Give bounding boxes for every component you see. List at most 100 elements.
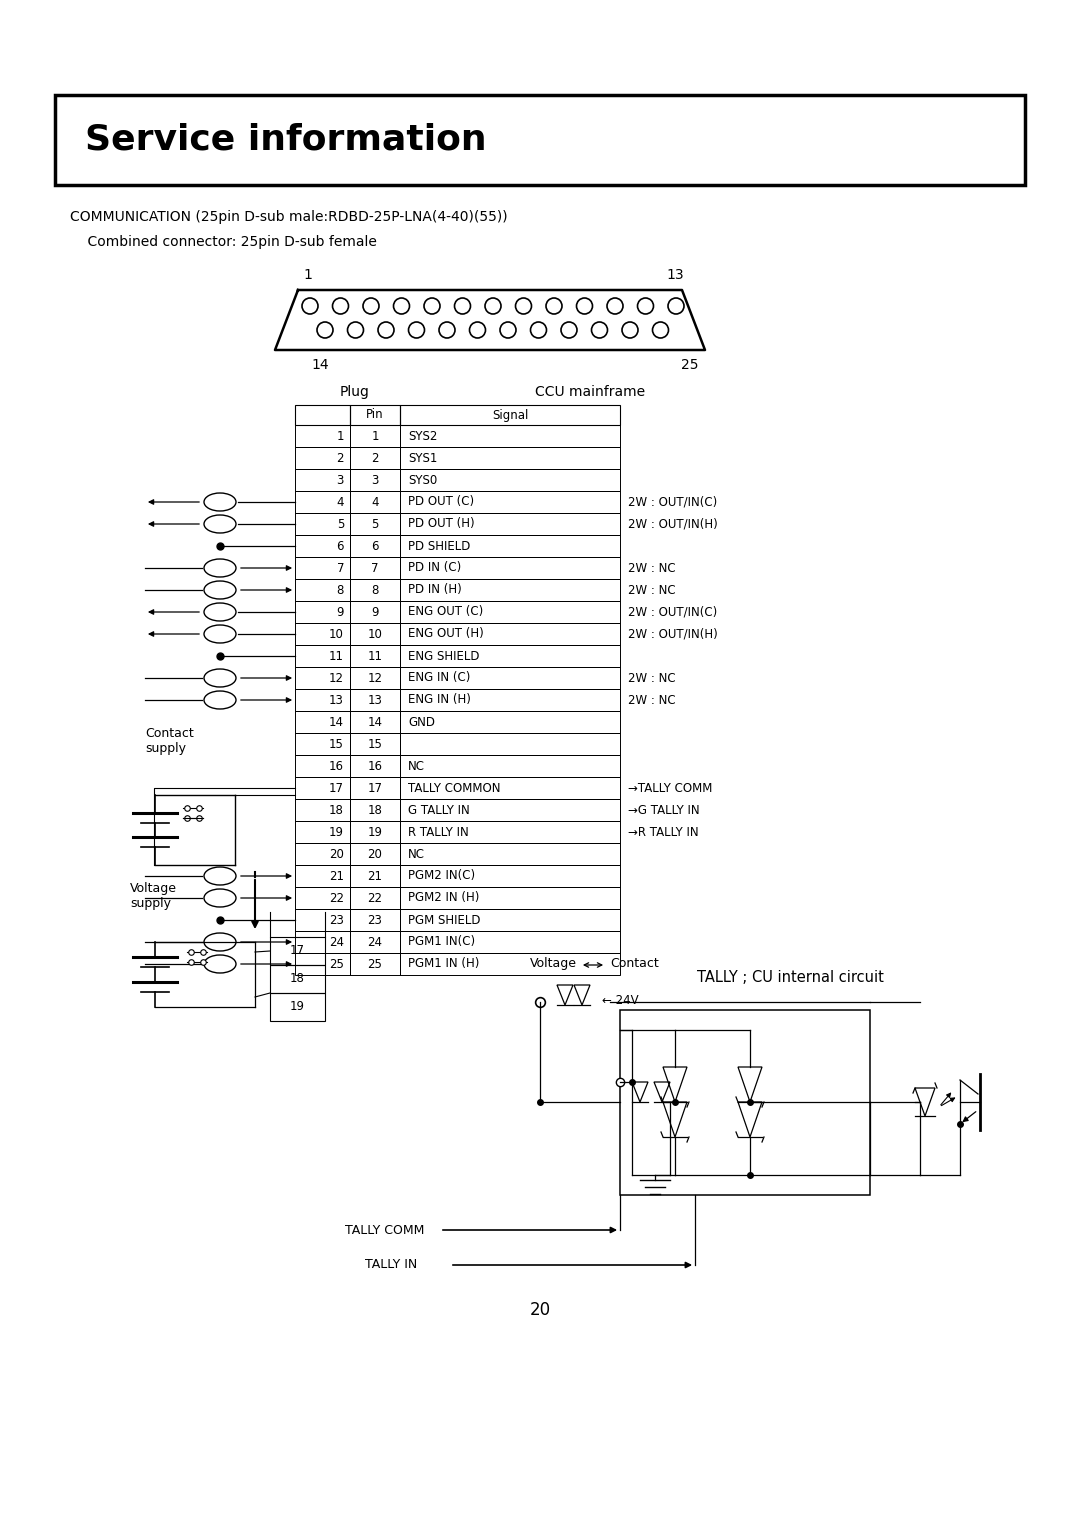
Bar [350, 777, 400, 799]
Text: ENG IN (H): ENG IN (H) [408, 693, 471, 707]
Text: 16: 16 [367, 759, 382, 773]
Text: 5: 5 [337, 518, 345, 530]
Text: COMMUNICATION (25pin D-sub male:RDBD-25P-LNA(4-40)(55)): COMMUNICATION (25pin D-sub male:RDBD-25P… [70, 211, 508, 224]
Text: →G TALLY IN: →G TALLY IN [627, 803, 700, 817]
Bar [400, 447, 620, 469]
Bar [400, 733, 620, 754]
Text: 21: 21 [367, 869, 382, 883]
Bar [295, 864, 350, 887]
Text: 2W : NC: 2W : NC [627, 583, 676, 597]
Bar [350, 623, 400, 644]
Bar [295, 447, 350, 469]
Bar [400, 754, 620, 777]
Text: 13: 13 [367, 693, 382, 707]
Text: 13: 13 [329, 693, 345, 707]
Bar [400, 822, 620, 843]
Text: PGM1 IN(C): PGM1 IN(C) [408, 936, 475, 948]
Circle shape [577, 298, 593, 315]
Text: 20: 20 [329, 847, 345, 861]
Text: ENG SHIELD: ENG SHIELD [408, 649, 480, 663]
Text: 3: 3 [337, 473, 345, 487]
Text: TALLY IN: TALLY IN [365, 1258, 417, 1272]
Bar [350, 953, 400, 976]
Text: SYS2: SYS2 [408, 429, 437, 443]
Bar [350, 513, 400, 534]
Bar [55, 95, 1025, 185]
Text: TALLY COMMON: TALLY COMMON [408, 782, 500, 794]
Bar [295, 534, 350, 557]
Bar [295, 712, 350, 733]
Bar [295, 623, 350, 644]
Bar [400, 689, 620, 712]
Text: 24: 24 [367, 936, 382, 948]
Bar [350, 492, 400, 513]
Text: 1: 1 [337, 429, 345, 443]
Text: PD OUT (C): PD OUT (C) [408, 495, 474, 508]
Bar [295, 469, 350, 492]
Bar [620, 1009, 870, 1196]
Bar [350, 602, 400, 623]
Bar [295, 931, 350, 953]
Text: 20: 20 [529, 1301, 551, 1319]
Text: 24: 24 [329, 936, 345, 948]
Text: 19: 19 [367, 826, 382, 838]
Text: R TALLY IN: R TALLY IN [408, 826, 469, 838]
Circle shape [622, 322, 638, 337]
Text: →R TALLY IN: →R TALLY IN [627, 826, 699, 838]
Circle shape [500, 322, 516, 337]
Text: CCU mainframe: CCU mainframe [535, 385, 645, 399]
Text: 2W : OUT/IN(C): 2W : OUT/IN(C) [627, 495, 717, 508]
Circle shape [561, 322, 577, 337]
Bar [350, 689, 400, 712]
Bar [400, 602, 620, 623]
Bar [400, 864, 620, 887]
Bar [350, 733, 400, 754]
Bar [295, 754, 350, 777]
Circle shape [333, 298, 349, 315]
Bar [400, 799, 620, 822]
Text: 11: 11 [329, 649, 345, 663]
Bar [350, 557, 400, 579]
Bar [270, 965, 325, 993]
Circle shape [530, 322, 546, 337]
Text: 22: 22 [329, 892, 345, 904]
Circle shape [302, 298, 318, 315]
Text: 21: 21 [329, 869, 345, 883]
Bar [295, 425, 350, 447]
Text: 2W : NC: 2W : NC [627, 693, 676, 707]
Bar [350, 843, 400, 864]
Bar [400, 425, 620, 447]
Text: Contact: Contact [610, 957, 659, 970]
Bar [400, 405, 620, 425]
Text: 11: 11 [367, 649, 382, 663]
Text: 16: 16 [329, 759, 345, 773]
Text: 8: 8 [337, 583, 345, 597]
Text: 1: 1 [303, 269, 312, 282]
Text: 4: 4 [337, 495, 345, 508]
Circle shape [348, 322, 364, 337]
Text: 14: 14 [367, 716, 382, 728]
Bar [350, 644, 400, 667]
Text: Plug: Plug [340, 385, 370, 399]
Text: 4: 4 [372, 495, 379, 508]
Bar [350, 864, 400, 887]
Bar [295, 405, 350, 425]
Text: 1: 1 [372, 429, 379, 443]
Bar [350, 754, 400, 777]
Circle shape [637, 298, 653, 315]
Text: 15: 15 [329, 738, 345, 750]
Bar [295, 492, 350, 513]
Text: PD SHIELD: PD SHIELD [408, 539, 471, 553]
Text: PD OUT (H): PD OUT (H) [408, 518, 474, 530]
Bar [295, 689, 350, 712]
Text: Voltage
supply: Voltage supply [130, 883, 177, 910]
Bar [400, 623, 620, 644]
Text: 9: 9 [372, 606, 379, 618]
Text: →TALLY COMM: →TALLY COMM [627, 782, 713, 794]
Bar [400, 557, 620, 579]
Text: PGM2 IN(C): PGM2 IN(C) [408, 869, 475, 883]
Text: 3: 3 [372, 473, 379, 487]
Bar [295, 843, 350, 864]
Bar [400, 644, 620, 667]
Bar [400, 777, 620, 799]
